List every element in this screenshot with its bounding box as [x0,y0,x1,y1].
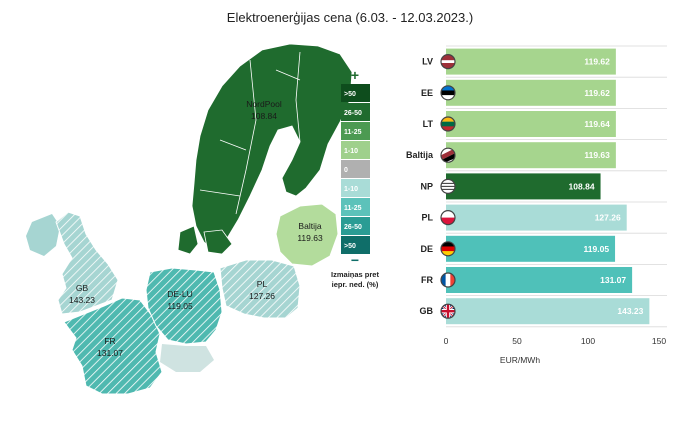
legend-swatch [341,141,370,159]
ireland-shape [26,214,60,256]
bar-value-label: 119.64 [584,119,610,129]
pl-region [219,259,301,319]
map-label-nordpool: NordPool [246,99,282,109]
map-value-baltija: 119.63 [297,233,323,243]
ee-flag-icon [440,85,456,101]
legend-swatch [341,236,370,254]
legend-item-label: 26-50 [344,110,362,117]
legend-plus-icon: + [351,67,359,83]
map-label-de-lu: DE-LU [167,289,193,299]
map-value-pl: 127.26 [249,291,275,301]
x-tick-label: 50 [512,336,522,346]
map-value-gb: 143.23 [69,295,95,305]
legend-caption-line1: Izmaiņas pret [331,270,379,279]
bar-fr [446,267,633,293]
bar-value-label: 119.63 [584,150,610,160]
chart-grid [446,45,667,328]
bar-value-label: 143.23 [617,306,643,316]
bar-value-label: 119.62 [584,57,610,67]
baltija-region [275,203,339,267]
bar-gb [446,298,650,325]
bar-value-label: 108.84 [569,181,595,191]
page-title: Elektroenerģijas cena (6.03. - 12.03.202… [226,10,474,25]
x-tick-label: 0 [444,336,449,346]
map-value-nordpool: 108.84 [251,111,277,121]
legend-item-label: >50 [344,243,356,250]
chart-x-axis: 0 50 100 150 [444,336,667,346]
bar-value-label: 131.07 [600,275,626,285]
legend-swatch [341,160,370,178]
map-label-baltija: Baltija [298,221,321,231]
sweden-south-shape [203,229,233,255]
de-lu-region [145,267,223,345]
legend-item-label: 1-10 [344,186,358,193]
denmark-shape [177,225,199,255]
legend-swatch [341,84,370,102]
bar-lv [446,48,616,75]
legend-minus-icon: − [351,252,359,268]
chart-bars: 119.62LV119.62EE119.64LT119.63Baltija108… [406,48,650,325]
gb-flag-icon [440,303,456,319]
map-value-de-lu: 119.05 [167,301,193,311]
legend-swatch [341,198,370,216]
bar-value-label: 119.62 [584,88,610,98]
bar-pl [446,204,627,231]
change-legend: >50 26-50 11-25 1-10 0 1-10 11-25 26-50 >50 [341,84,370,254]
electricity-price-map: NordPool 108.84 Baltija 119.63 GB 143.23… [26,43,379,395]
nordpool-region [191,43,353,251]
legend-swatch [341,179,370,197]
gb-region [55,211,119,315]
baltic-flag-icon [440,147,456,163]
nordpool-logo-icon [440,178,456,194]
bar-value-label: 127.26 [595,213,621,223]
bar-np [446,173,601,200]
legend-item-label: >50 [344,91,356,98]
bar-lt [446,111,616,137]
legend-swatch [341,103,370,121]
map-label-fr: FR [104,336,115,346]
legend-swatch [341,122,370,140]
legend-item-label: 1-10 [344,148,358,155]
map-value-fr: 131.07 [97,348,123,358]
bar-value-label: 119.05 [584,244,610,254]
pl-flag-icon [440,210,456,226]
legend-item-label: 0 [344,167,348,174]
alps-shape [160,344,214,372]
nordpool-borders [199,51,301,215]
legend-item-label: 11-25 [344,205,362,212]
x-tick-label: 100 [581,336,595,346]
fr-region [63,297,163,395]
de-flag-icon [440,241,456,257]
bar-ee [446,79,616,106]
legend-caption-line2: iepr. ned. (%) [332,280,379,289]
map-label-gb: GB [76,283,89,293]
fr-flag-icon [440,272,456,288]
x-tick-label: 150 [652,336,666,346]
x-axis-label: EUR/MWh [500,355,540,365]
legend-item-label: 11-25 [344,129,362,136]
legend-swatch [341,217,370,235]
bar-de [446,235,616,262]
legend-item-label: 26-50 [344,224,362,231]
bar-baltija [446,142,616,169]
lv-flag-icon [440,53,456,70]
lt-flag-icon [440,116,456,132]
map-label-pl: PL [257,279,268,289]
